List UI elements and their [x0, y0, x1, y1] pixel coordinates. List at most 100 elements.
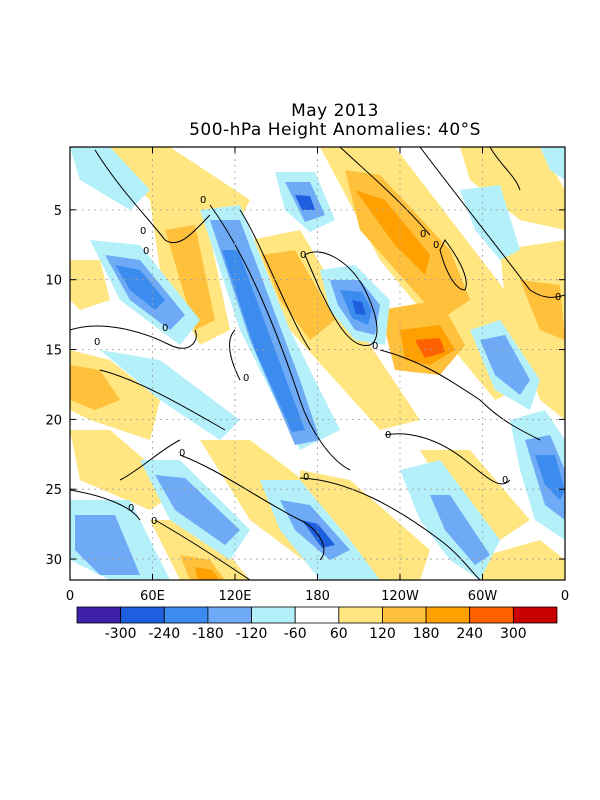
contour-labels: 0 0 0 0 0 0 0 0 0 0 0 0 0 0 0 0 0 [94, 195, 561, 527]
anomaly-band [535, 455, 565, 500]
anomaly-band [355, 190, 430, 275]
anomaly-band [295, 195, 315, 210]
x-tick-label: 60W [468, 589, 498, 604]
anomaly-band [430, 495, 490, 565]
anomaly-band [195, 567, 220, 580]
anomaly-band [352, 300, 366, 315]
x-tick-label: 120W [381, 589, 419, 604]
contour-label: 0 [502, 475, 508, 486]
contour-line [70, 489, 141, 521]
colorbar-swatch [120, 606, 165, 624]
contour-label: 0 [162, 323, 168, 334]
colorbar-swatch [294, 606, 340, 624]
contour-line [119, 439, 181, 481]
x-tick-label: 180 [305, 589, 330, 604]
contour-line [229, 329, 241, 381]
contour-label: 0 [128, 503, 134, 514]
colorbar-swatch [469, 606, 514, 624]
x-tick-label: 0 [561, 589, 569, 604]
colorbar-label: 300 [500, 626, 527, 642]
chart-title: May 2013 [291, 101, 379, 121]
colorbar-swatch [425, 606, 471, 624]
anomaly-band [155, 475, 240, 545]
contour-line [304, 251, 378, 346]
anomaly-band [150, 520, 250, 580]
colorbar-swatch [251, 606, 296, 624]
anomaly-band [300, 470, 430, 580]
y-tick-label: 5 [54, 204, 62, 219]
colorbar-label: 60 [330, 626, 348, 642]
x-axis: 0 60E 120E 180 120W 60W 0 [66, 147, 569, 604]
contour-line [419, 147, 565, 298]
colorbar-swatch [382, 606, 427, 624]
contour-label: 0 [151, 516, 157, 527]
anomaly-band [460, 147, 565, 230]
x-tick-label: 120E [218, 589, 251, 604]
y-tick-label: 15 [45, 344, 62, 359]
y-tick-label: 30 [45, 553, 62, 568]
grid-lines [70, 147, 565, 580]
contour-label: 0 [243, 373, 249, 384]
anomaly-band [100, 350, 240, 440]
contour-line [70, 325, 197, 349]
anomaly-band [262, 250, 335, 340]
contour-label: 0 [555, 292, 561, 303]
colorbar-label: 240 [456, 626, 483, 642]
contour-line [489, 147, 521, 191]
contour-line [209, 204, 351, 471]
anomaly-band [70, 260, 110, 310]
contour-label: 0 [303, 472, 309, 483]
y-tick-label: 10 [45, 274, 62, 289]
colorbar-swatch [163, 606, 209, 624]
y-tick-label: 20 [45, 413, 62, 428]
colorbar-label: -60 [284, 626, 307, 642]
y-axis: 5 10 15 20 25 30 [45, 204, 565, 568]
colorbar-swatch [512, 606, 558, 624]
colorbar-swatch [76, 606, 122, 624]
colorbar: -300 -240 -180 -120 -60 60 120 180 240 300 [76, 606, 558, 642]
anomaly-band [540, 147, 565, 180]
contour-label: 0 [420, 229, 426, 240]
anomaly-band [222, 250, 305, 432]
colorbar-label: 120 [369, 626, 396, 642]
anomaly-band [460, 185, 520, 260]
contour-label: 0 [300, 250, 306, 261]
colorbar-label: 180 [413, 626, 440, 642]
contour-label: 0 [179, 448, 185, 459]
colorbar-label: -180 [192, 626, 224, 642]
anomaly-band [415, 338, 445, 358]
contour-line [384, 433, 511, 485]
anomaly-band [470, 540, 565, 580]
contour-line [179, 454, 325, 561]
contour-label: 0 [143, 246, 149, 257]
zero-contours [70, 147, 565, 580]
contour-line [339, 147, 431, 236]
contour-label: 0 [385, 430, 391, 441]
anomaly-band [70, 147, 150, 210]
contour-line [439, 239, 467, 291]
x-tick-label: 60E [140, 589, 165, 604]
contour-label: 0 [433, 240, 439, 251]
anomaly-band [165, 225, 215, 330]
contour-line [379, 349, 541, 441]
contour-label: 0 [200, 195, 206, 206]
contour-line [94, 149, 211, 244]
chart-subtitle: 500-hPa Height Anomalies: 40°S [189, 120, 481, 140]
colorbar-label: -240 [148, 626, 180, 642]
negative-anomalies [70, 147, 565, 580]
contour-line [99, 369, 226, 431]
colorbar-swatch [207, 606, 252, 624]
colorbar-label: -300 [105, 626, 137, 642]
contour-line [299, 477, 481, 580]
anomaly-band [480, 335, 530, 395]
anomaly-band [70, 365, 120, 410]
colorbar-label: -120 [236, 626, 268, 642]
anomaly-band [75, 515, 140, 575]
colorbar-swatch [338, 606, 383, 624]
plot-area: 0 0 0 0 0 0 0 0 0 0 0 0 0 0 0 0 0 [70, 147, 565, 580]
anomaly-band [520, 280, 565, 340]
x-tick-label: 0 [66, 589, 74, 604]
contour-line [154, 519, 251, 580]
contour-label: 0 [372, 341, 378, 352]
